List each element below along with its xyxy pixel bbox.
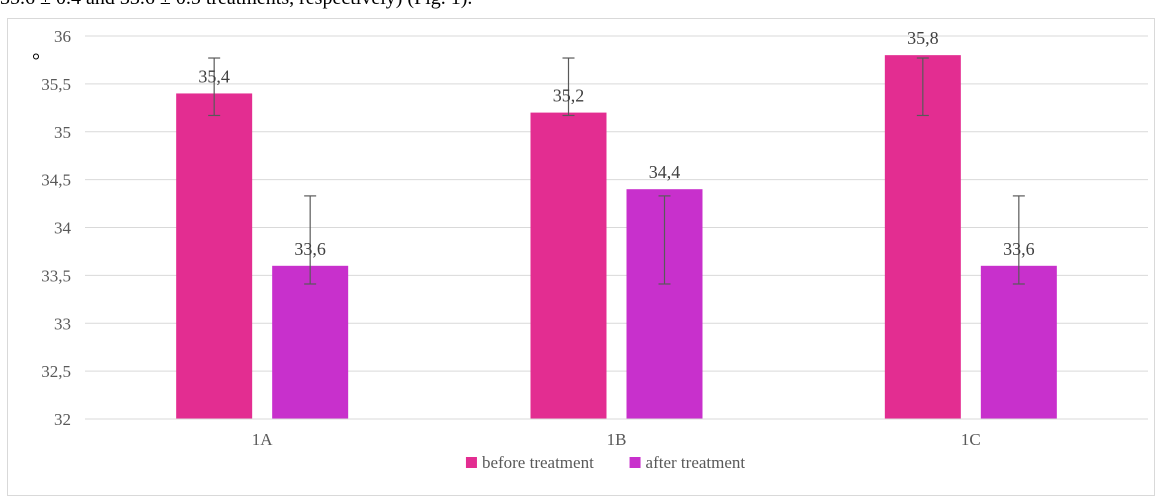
legend-swatch <box>466 457 477 468</box>
legend-swatch <box>630 457 641 468</box>
bar-chart: ° 35,4 33,6 35,2 34,4 35,8 33,6 32 32,5 33 33,5 3… <box>8 19 1154 495</box>
chart-area: ° 35,4 33,6 35,2 34,4 35,8 33,6 32 32,5 33 33,5 3… <box>7 18 1155 496</box>
data-label: 33,6 <box>1003 239 1035 259</box>
y-tick-label: 33,5 <box>41 266 71 285</box>
data-label: 34,4 <box>649 162 681 182</box>
data-label: 35,8 <box>907 28 939 48</box>
y-tick-label: 34,5 <box>41 171 71 190</box>
y-tick-label: 32 <box>54 410 71 429</box>
data-label: 35,4 <box>198 66 230 86</box>
bar <box>272 266 348 419</box>
x-tick-label: 1C <box>961 430 981 449</box>
legend-entry: before treatment <box>482 453 594 472</box>
legend-entry: after treatment <box>646 453 746 472</box>
x-tick-label: 1A <box>252 430 274 449</box>
x-tick-label: 1B <box>607 430 627 449</box>
y-tick-label: 33 <box>54 314 71 333</box>
data-label: 35,2 <box>553 86 585 106</box>
y-tick-label: 35 <box>54 123 71 142</box>
degree-marker: ° <box>32 50 40 72</box>
bar <box>981 266 1057 419</box>
bar <box>176 93 252 419</box>
y-tick-label: 35,5 <box>41 75 71 94</box>
data-label: 33,6 <box>294 239 326 259</box>
y-tick-label: 34 <box>54 219 72 238</box>
bar <box>531 113 607 419</box>
y-tick-label: 32,5 <box>41 362 71 381</box>
y-tick-label: 36 <box>54 27 71 46</box>
preceding-text-line: 35.6 ± 0.4 and 33.6 ± 0.5 treatments, re… <box>0 0 1158 9</box>
